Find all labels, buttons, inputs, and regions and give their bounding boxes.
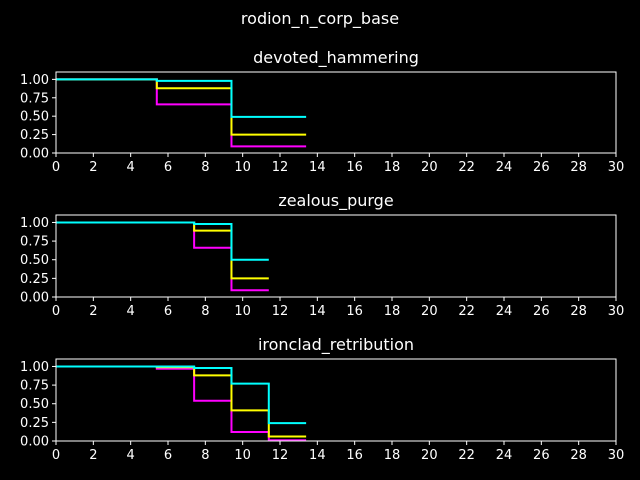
y-tick-label: 1.00 xyxy=(20,216,49,231)
x-tick-label: 30 xyxy=(608,448,625,463)
x-tick-label: 30 xyxy=(608,304,625,319)
panel-title: devoted_hammering xyxy=(253,48,419,68)
x-tick-label: 0 xyxy=(52,448,60,463)
x-tick-label: 18 xyxy=(384,160,401,175)
x-tick-label: 12 xyxy=(272,448,289,463)
x-tick-label: 20 xyxy=(421,304,438,319)
x-tick-label: 24 xyxy=(496,160,513,175)
x-tick-label: 26 xyxy=(533,448,550,463)
y-tick-label: 0.00 xyxy=(20,435,49,450)
x-tick-label: 14 xyxy=(309,160,326,175)
x-tick-label: 18 xyxy=(384,304,401,319)
x-tick-label: 22 xyxy=(458,160,475,175)
x-tick-label: 16 xyxy=(346,448,363,463)
x-tick-label: 12 xyxy=(272,160,289,175)
series-line-1 xyxy=(56,78,307,136)
x-tick-label: 30 xyxy=(608,160,625,175)
axes-frame xyxy=(55,358,617,442)
y-tick-label: 0.75 xyxy=(20,235,49,250)
y-tick-label: 0.75 xyxy=(20,379,49,394)
x-tick-label: 28 xyxy=(570,304,587,319)
x-tick-label: 8 xyxy=(201,448,209,463)
x-tick-label: 6 xyxy=(164,304,172,319)
x-tick-label: 18 xyxy=(384,448,401,463)
x-tick-label: 24 xyxy=(496,304,513,319)
y-tick-label: 1.00 xyxy=(20,73,49,88)
series-line-2 xyxy=(56,365,307,425)
x-tick-label: 2 xyxy=(89,304,97,319)
series-line-0 xyxy=(56,221,269,292)
x-tick-label: 8 xyxy=(201,160,209,175)
x-tick-label: 10 xyxy=(234,304,251,319)
x-tick-label: 14 xyxy=(309,304,326,319)
y-tick-label: 0.25 xyxy=(20,128,49,143)
y-tick-label: 0.00 xyxy=(20,147,49,162)
x-tick-label: 4 xyxy=(127,304,135,319)
x-tick-label: 8 xyxy=(201,304,209,319)
x-tick-label: 20 xyxy=(421,448,438,463)
x-tick-label: 28 xyxy=(570,448,587,463)
x-tick-label: 4 xyxy=(127,448,135,463)
x-tick-label: 12 xyxy=(272,304,289,319)
x-tick-label: 0 xyxy=(52,160,60,175)
x-tick-label: 6 xyxy=(164,160,172,175)
y-tick-label: 0.25 xyxy=(20,416,49,431)
x-tick-label: 10 xyxy=(234,160,251,175)
y-tick-label: 0.50 xyxy=(20,110,49,125)
x-tick-label: 6 xyxy=(164,448,172,463)
x-tick-label: 4 xyxy=(127,160,135,175)
panel-title: zealous_purge xyxy=(278,191,393,211)
x-tick-label: 10 xyxy=(234,448,251,463)
x-tick-label: 0 xyxy=(52,304,60,319)
figure-suptitle: rodion_n_corp_base xyxy=(241,9,399,29)
series-line-0 xyxy=(56,78,307,148)
x-tick-label: 16 xyxy=(346,304,363,319)
x-tick-label: 2 xyxy=(89,160,97,175)
y-tick-label: 0.25 xyxy=(20,272,49,287)
y-tick-label: 0.75 xyxy=(20,91,49,106)
series-line-2 xyxy=(56,78,307,118)
x-tick-label: 28 xyxy=(570,160,587,175)
series-line-1 xyxy=(56,221,269,280)
x-tick-label: 20 xyxy=(421,160,438,175)
y-tick-label: 1.00 xyxy=(20,360,49,375)
y-tick-label: 0.00 xyxy=(20,291,49,306)
axes-frame xyxy=(55,214,617,298)
panel-title: ironclad_retribution xyxy=(258,335,414,355)
y-tick-label: 0.50 xyxy=(20,253,49,268)
y-tick-label: 0.50 xyxy=(20,397,49,412)
x-tick-label: 26 xyxy=(533,160,550,175)
x-tick-label: 24 xyxy=(496,448,513,463)
x-tick-label: 26 xyxy=(533,304,550,319)
x-tick-label: 16 xyxy=(346,160,363,175)
x-tick-label: 2 xyxy=(89,448,97,463)
series-line-2 xyxy=(56,221,269,261)
axes-frame xyxy=(55,71,617,154)
x-tick-label: 22 xyxy=(458,304,475,319)
x-tick-label: 14 xyxy=(309,448,326,463)
x-tick-label: 22 xyxy=(458,448,475,463)
